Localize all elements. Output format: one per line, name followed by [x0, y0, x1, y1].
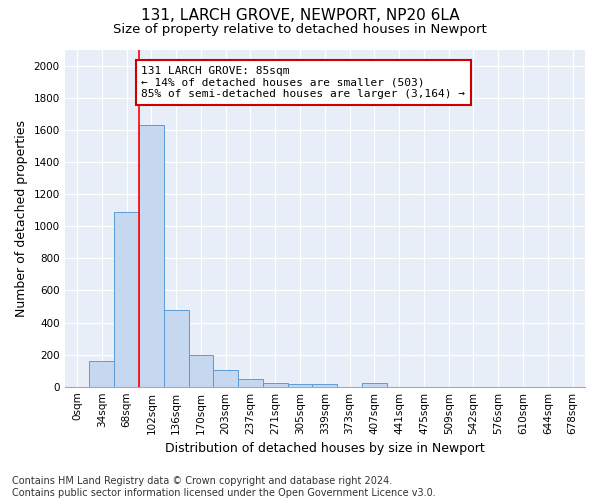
X-axis label: Distribution of detached houses by size in Newport: Distribution of detached houses by size …	[165, 442, 485, 455]
Bar	[188, 354, 214, 386]
Bar	[214, 370, 238, 386]
Text: 131 LARCH GROVE: 85sqm
← 14% of detached houses are smaller (503)
85% of semi-de: 131 LARCH GROVE: 85sqm ← 14% of detached…	[142, 66, 466, 99]
Bar	[287, 384, 313, 386]
Bar	[238, 380, 263, 386]
Bar	[362, 384, 387, 386]
Bar	[139, 126, 164, 386]
Bar	[89, 361, 114, 386]
Bar	[114, 212, 139, 386]
Bar	[263, 382, 287, 386]
Text: Size of property relative to detached houses in Newport: Size of property relative to detached ho…	[113, 22, 487, 36]
Bar	[313, 384, 337, 386]
Y-axis label: Number of detached properties: Number of detached properties	[15, 120, 28, 317]
Text: Contains HM Land Registry data © Crown copyright and database right 2024.
Contai: Contains HM Land Registry data © Crown c…	[12, 476, 436, 498]
Bar	[164, 310, 188, 386]
Text: 131, LARCH GROVE, NEWPORT, NP20 6LA: 131, LARCH GROVE, NEWPORT, NP20 6LA	[140, 8, 460, 22]
